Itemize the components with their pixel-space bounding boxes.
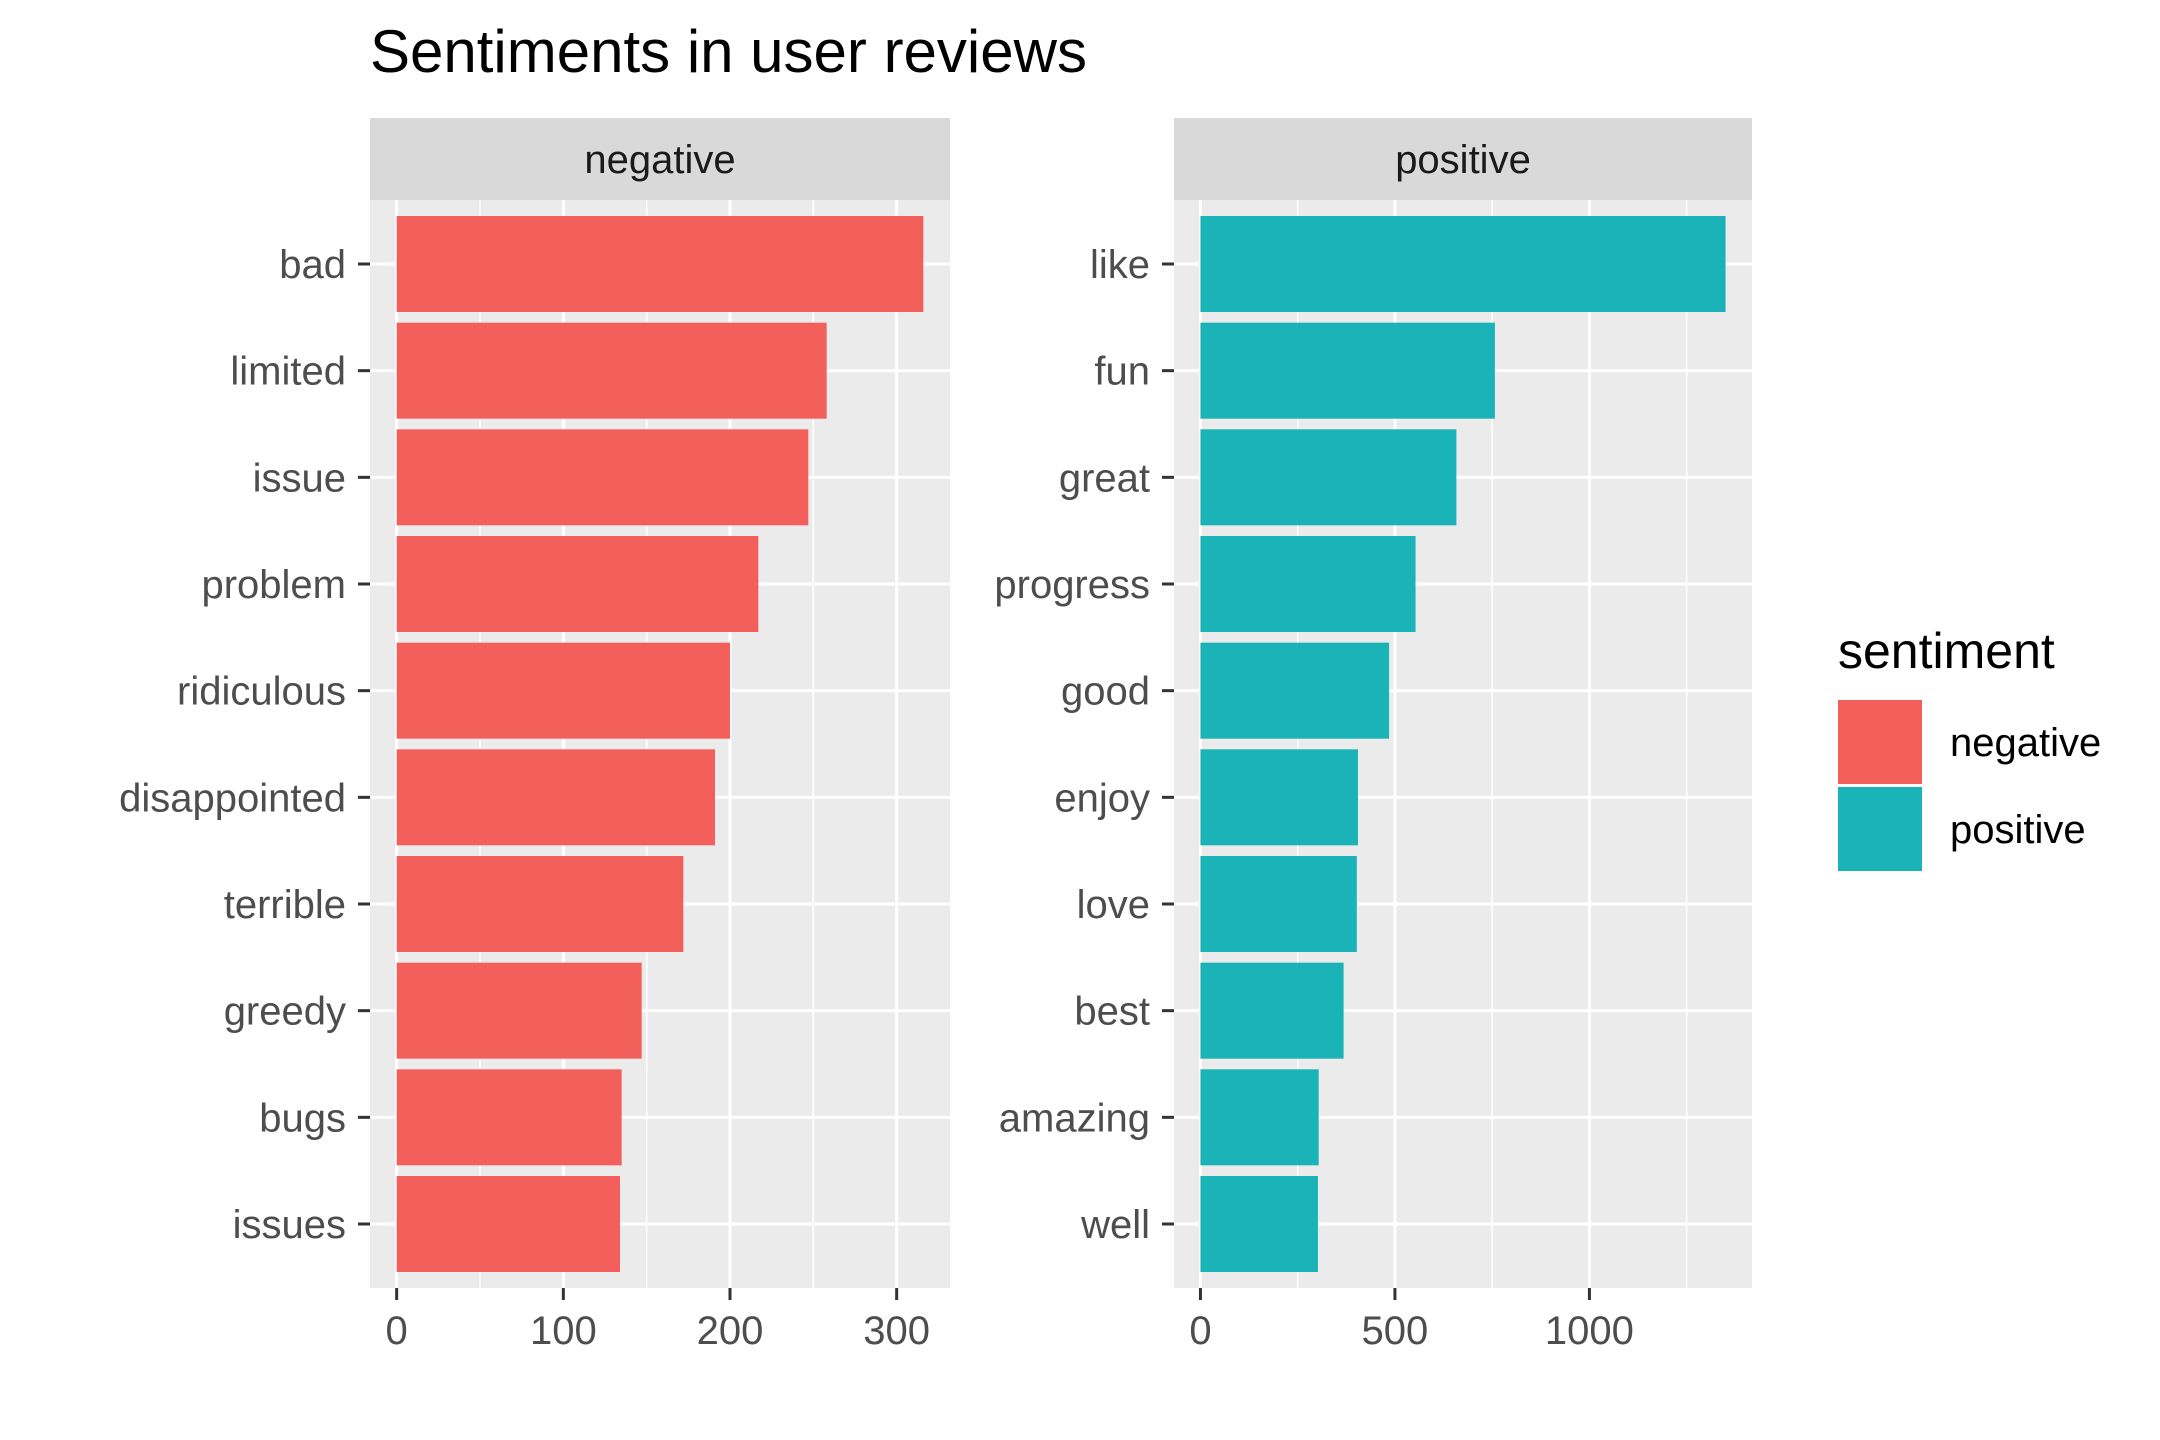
panel-positive: positive like fun great progress good enjoy lov… bbox=[994, 118, 1752, 1353]
legend-title: sentiment bbox=[1838, 623, 2055, 679]
bar-disappointed bbox=[396, 749, 715, 846]
bar-issue bbox=[396, 429, 809, 526]
bar-well bbox=[1200, 1176, 1318, 1272]
category-label-love: love bbox=[1077, 883, 1150, 927]
category-label-limited: limited bbox=[230, 350, 346, 394]
panel-negative: negative bad limited issue problem ridiculous… bbox=[119, 118, 950, 1353]
legend-label-negative: negative bbox=[1950, 721, 2101, 765]
category-label-fun: fun bbox=[1094, 350, 1150, 394]
x-tick-label: 0 bbox=[1189, 1309, 1211, 1353]
bar-bugs bbox=[396, 1069, 622, 1166]
x-tick-label: 200 bbox=[697, 1309, 764, 1353]
category-label-disappointed: disappointed bbox=[119, 776, 346, 820]
x-tick-label: 1000 bbox=[1545, 1309, 1634, 1353]
bar-limited bbox=[396, 322, 827, 419]
bar-problem bbox=[396, 536, 759, 632]
x-tick-label: 300 bbox=[863, 1309, 930, 1353]
category-label-best: best bbox=[1074, 990, 1150, 1034]
bar-like bbox=[1200, 216, 1726, 312]
x-tick-label: 0 bbox=[386, 1309, 408, 1353]
category-label-great: great bbox=[1059, 456, 1150, 500]
bar-enjoy bbox=[1200, 749, 1358, 846]
category-label-well: well bbox=[1080, 1203, 1150, 1247]
bar-best bbox=[1200, 962, 1344, 1059]
bar-bad bbox=[396, 216, 924, 312]
category-label-progress: progress bbox=[994, 563, 1150, 607]
category-label-greedy: greedy bbox=[224, 990, 346, 1034]
category-label-ridiculous: ridiculous bbox=[177, 670, 346, 714]
category-label-terrible: terrible bbox=[224, 883, 346, 927]
x-tick-label: 500 bbox=[1362, 1309, 1429, 1353]
facet-panels: negative bad limited issue problem ridiculous… bbox=[119, 118, 1752, 1353]
bar-great bbox=[1200, 429, 1457, 526]
strip-positive bbox=[1174, 118, 1752, 200]
bar-fun bbox=[1200, 322, 1495, 419]
chart-title: Sentiments in user reviews bbox=[370, 18, 1087, 85]
category-label-issues: issues bbox=[233, 1203, 346, 1247]
strip-negative bbox=[370, 118, 950, 200]
legend-key-positive bbox=[1838, 787, 1922, 871]
legend-label-positive: positive bbox=[1950, 808, 2086, 852]
category-label-enjoy: enjoy bbox=[1054, 776, 1150, 820]
legend: sentiment negative positive bbox=[1838, 623, 2101, 871]
strip-label-positive: positive bbox=[1395, 138, 1531, 182]
legend-key-negative bbox=[1838, 700, 1922, 784]
category-label-like: like bbox=[1090, 243, 1150, 287]
bar-ridiculous bbox=[396, 642, 730, 739]
category-label-issue: issue bbox=[253, 456, 346, 500]
bar-amazing bbox=[1200, 1069, 1319, 1166]
category-label-problem: problem bbox=[201, 563, 346, 607]
bar-terrible bbox=[396, 856, 684, 952]
bar-issues bbox=[396, 1176, 620, 1272]
category-label-bad: bad bbox=[279, 243, 346, 287]
category-label-bugs: bugs bbox=[259, 1096, 346, 1140]
bar-love bbox=[1200, 856, 1357, 952]
category-label-good: good bbox=[1061, 670, 1150, 714]
x-tick-label: 100 bbox=[530, 1309, 597, 1353]
bar-progress bbox=[1200, 536, 1416, 632]
category-label-amazing: amazing bbox=[999, 1096, 1150, 1140]
bar-good bbox=[1200, 642, 1390, 739]
strip-label-negative: negative bbox=[584, 138, 735, 182]
bar-greedy bbox=[396, 962, 642, 1059]
